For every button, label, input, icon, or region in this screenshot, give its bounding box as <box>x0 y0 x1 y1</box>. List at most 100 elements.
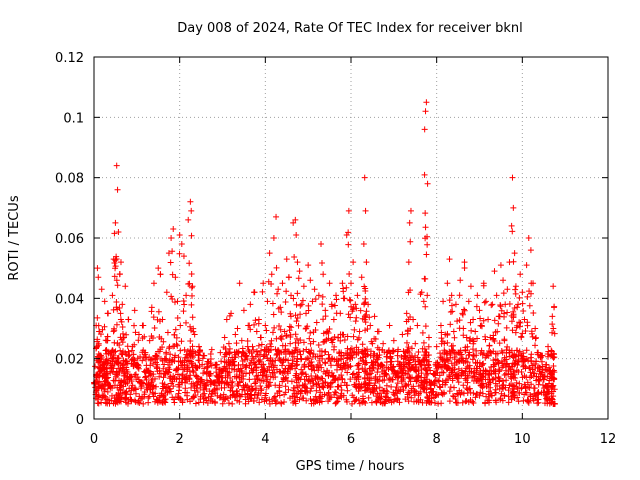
data-point <box>164 329 171 336</box>
data-point <box>300 339 307 346</box>
data-point <box>487 348 494 355</box>
data-point <box>505 399 512 406</box>
data-point <box>287 313 294 320</box>
data-point <box>509 327 516 334</box>
data-point <box>283 288 290 295</box>
data-point <box>550 350 557 357</box>
data-point <box>512 290 519 297</box>
data-point <box>139 335 146 342</box>
data-point <box>176 231 183 238</box>
data-point <box>518 334 525 341</box>
data-point <box>515 301 522 308</box>
data-point <box>362 207 369 214</box>
data-point <box>295 322 302 329</box>
data-point <box>546 388 553 395</box>
data-point <box>343 396 350 403</box>
data-point <box>303 310 310 317</box>
data-point <box>263 397 270 404</box>
data-point <box>513 367 520 374</box>
data-point <box>492 389 499 396</box>
data-point <box>250 366 257 373</box>
data-point <box>296 268 303 275</box>
data-point <box>353 305 360 312</box>
data-point <box>312 327 319 334</box>
data-point <box>447 351 454 358</box>
data-point <box>360 241 367 248</box>
data-point <box>140 400 147 407</box>
data-point <box>159 357 166 364</box>
data-point <box>103 379 110 386</box>
data-point <box>405 259 412 266</box>
data-point <box>353 351 360 358</box>
data-point <box>461 307 468 314</box>
data-point <box>394 380 401 387</box>
data-point <box>473 391 480 398</box>
data-point <box>448 292 455 299</box>
data-point <box>446 297 453 304</box>
data-point <box>97 331 104 338</box>
data-point <box>113 299 120 306</box>
y-tick-label: 0.12 <box>55 51 84 66</box>
data-point <box>364 351 371 358</box>
data-point <box>514 304 521 311</box>
data-point <box>406 349 413 356</box>
data-point <box>296 382 303 389</box>
data-point <box>246 322 253 329</box>
data-point <box>262 322 269 329</box>
data-point <box>500 277 507 284</box>
y-tick-label: 0 <box>76 413 84 428</box>
data-point <box>324 383 331 390</box>
data-point <box>300 283 307 290</box>
data-point <box>438 329 445 336</box>
data-point <box>367 352 374 359</box>
data-point <box>325 389 332 396</box>
data-point <box>107 370 114 377</box>
data-point <box>333 296 340 303</box>
data-point <box>249 386 256 393</box>
data-point <box>244 390 251 397</box>
data-point <box>480 282 487 289</box>
data-point <box>435 400 442 407</box>
data-point <box>472 328 479 335</box>
data-point <box>444 339 451 346</box>
data-point <box>469 336 476 343</box>
data-point <box>452 395 459 402</box>
data-point <box>544 396 551 403</box>
data-point <box>482 298 489 305</box>
data-point <box>473 352 480 359</box>
data-point <box>328 362 335 369</box>
data-point <box>408 345 415 352</box>
data-point <box>389 376 396 383</box>
data-point <box>510 204 517 211</box>
data-point <box>117 259 124 266</box>
data-point <box>118 318 125 325</box>
data-point <box>405 344 412 351</box>
data-point <box>360 398 367 405</box>
data-point <box>423 384 430 391</box>
data-point <box>533 358 540 365</box>
data-point <box>295 275 302 282</box>
data-point <box>189 343 196 350</box>
data-point <box>345 311 352 318</box>
data-point <box>550 363 557 370</box>
data-point <box>313 396 320 403</box>
data-point <box>291 384 298 391</box>
data-point <box>147 372 154 379</box>
data-point <box>306 335 313 342</box>
data-point <box>373 385 380 392</box>
data-point <box>342 365 349 372</box>
data-point <box>454 375 461 382</box>
data-point <box>528 330 535 337</box>
data-point <box>256 399 263 406</box>
data-point <box>150 280 157 287</box>
data-point <box>174 314 181 321</box>
data-point <box>279 362 286 369</box>
data-point <box>449 392 456 399</box>
data-point <box>180 298 187 305</box>
data-point <box>451 334 458 341</box>
data-point <box>318 364 325 371</box>
data-point <box>403 310 410 317</box>
data-point <box>395 373 402 380</box>
data-point <box>186 260 193 267</box>
data-point <box>169 271 176 278</box>
